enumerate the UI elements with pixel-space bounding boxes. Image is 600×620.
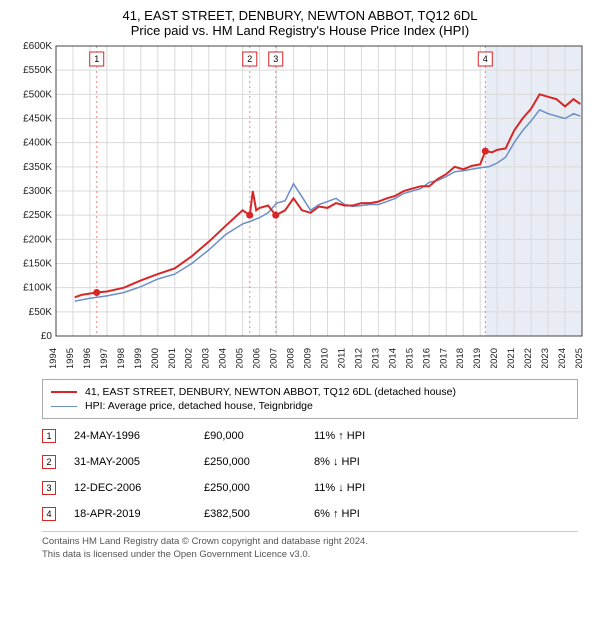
sale-date: 18-APR-2019 <box>74 508 204 520</box>
svg-text:£550K: £550K <box>23 65 52 76</box>
svg-text:£400K: £400K <box>23 138 52 149</box>
legend: 41, EAST STREET, DENBURY, NEWTON ABBOT, … <box>42 379 578 419</box>
sale-marker-box: 3 <box>42 481 56 495</box>
sale-marker-box: 2 <box>42 455 56 469</box>
svg-text:2014: 2014 <box>387 348 398 368</box>
svg-text:2007: 2007 <box>269 348 280 368</box>
svg-text:2000: 2000 <box>150 348 161 368</box>
sale-hpi-delta: 11% ↑ HPI <box>314 430 414 442</box>
svg-text:2015: 2015 <box>404 348 415 368</box>
sale-hpi-delta: 11% ↓ HPI <box>314 482 414 494</box>
svg-text:£500K: £500K <box>23 89 52 100</box>
svg-text:£50K: £50K <box>29 307 53 318</box>
footer-line-2: This data is licensed under the Open Gov… <box>42 549 578 562</box>
sale-price: £382,500 <box>204 508 314 520</box>
svg-text:1994: 1994 <box>48 348 59 368</box>
svg-text:2016: 2016 <box>421 348 432 368</box>
svg-text:2001: 2001 <box>167 348 178 368</box>
sale-date: 31-MAY-2005 <box>74 456 204 468</box>
sale-hpi-delta: 6% ↑ HPI <box>314 508 414 520</box>
svg-text:£0: £0 <box>41 331 53 342</box>
svg-text:£250K: £250K <box>23 210 52 221</box>
legend-label: HPI: Average price, detached house, Teig… <box>85 400 313 412</box>
svg-text:2005: 2005 <box>235 348 246 368</box>
sales-table: 1 24-MAY-1996£90,00011% ↑ HPI 2 31-MAY-2005… <box>42 423 578 527</box>
svg-text:2004: 2004 <box>218 348 229 368</box>
svg-text:£600K: £600K <box>23 41 52 52</box>
svg-text:2018: 2018 <box>455 348 466 368</box>
legend-swatch <box>51 391 77 393</box>
svg-text:1: 1 <box>94 54 99 64</box>
svg-text:1997: 1997 <box>99 348 110 368</box>
svg-text:2021: 2021 <box>506 348 517 368</box>
svg-text:£350K: £350K <box>23 162 52 173</box>
sale-date: 24-MAY-1996 <box>74 430 204 442</box>
svg-text:2008: 2008 <box>286 348 297 368</box>
footer-attribution: Contains HM Land Registry data © Crown c… <box>42 531 578 562</box>
sale-row: 1 24-MAY-1996£90,00011% ↑ HPI <box>42 423 578 449</box>
sale-price: £250,000 <box>204 456 314 468</box>
svg-text:£300K: £300K <box>23 186 52 197</box>
sale-date: 12-DEC-2006 <box>74 482 204 494</box>
svg-text:1995: 1995 <box>65 348 76 368</box>
sale-row: 2 31-MAY-2005£250,0008% ↓ HPI <box>42 449 578 475</box>
sale-row: 4 18-APR-2019£382,5006% ↑ HPI <box>42 501 578 527</box>
title-line-1: 41, EAST STREET, DENBURY, NEWTON ABBOT, … <box>10 8 590 23</box>
svg-text:£100K: £100K <box>23 283 52 294</box>
svg-text:£450K: £450K <box>23 114 52 125</box>
footer-line-1: Contains HM Land Registry data © Crown c… <box>42 536 578 549</box>
sale-hpi-delta: 8% ↓ HPI <box>314 456 414 468</box>
svg-text:4: 4 <box>483 54 488 64</box>
sale-marker-box: 4 <box>42 507 56 521</box>
legend-swatch <box>51 406 77 407</box>
svg-text:2020: 2020 <box>489 348 500 368</box>
svg-text:2010: 2010 <box>319 348 330 368</box>
svg-text:2023: 2023 <box>540 348 551 368</box>
legend-row: 41, EAST STREET, DENBURY, NEWTON ABBOT, … <box>51 386 569 398</box>
svg-text:2002: 2002 <box>184 348 195 368</box>
svg-text:1999: 1999 <box>133 348 144 368</box>
sale-price: £250,000 <box>204 482 314 494</box>
legend-label: 41, EAST STREET, DENBURY, NEWTON ABBOT, … <box>85 386 456 398</box>
svg-text:1998: 1998 <box>116 348 127 368</box>
svg-text:2012: 2012 <box>353 348 364 368</box>
sale-marker-box: 1 <box>42 429 56 443</box>
legend-row: HPI: Average price, detached house, Teig… <box>51 400 569 412</box>
svg-text:3: 3 <box>273 54 278 64</box>
sale-price: £90,000 <box>204 430 314 442</box>
svg-text:1996: 1996 <box>82 348 93 368</box>
title-line-2: Price paid vs. HM Land Registry's House … <box>10 23 590 38</box>
svg-text:2019: 2019 <box>472 348 483 368</box>
svg-text:£200K: £200K <box>23 234 52 245</box>
svg-text:2022: 2022 <box>523 348 534 368</box>
svg-text:2025: 2025 <box>574 348 585 368</box>
svg-text:2017: 2017 <box>438 348 449 368</box>
svg-text:2006: 2006 <box>252 348 263 368</box>
svg-text:2009: 2009 <box>303 348 314 368</box>
svg-text:2: 2 <box>247 54 252 64</box>
sale-row: 3 12-DEC-2006£250,00011% ↓ HPI <box>42 475 578 501</box>
price-chart: £0 £50K £100K £150K £200K £250K £300K £350K £400… <box>10 38 590 368</box>
svg-text:2003: 2003 <box>201 348 212 368</box>
svg-text:2011: 2011 <box>336 348 347 368</box>
svg-text:2013: 2013 <box>370 348 381 368</box>
svg-text:£150K: £150K <box>23 259 52 270</box>
svg-text:2024: 2024 <box>557 348 568 368</box>
